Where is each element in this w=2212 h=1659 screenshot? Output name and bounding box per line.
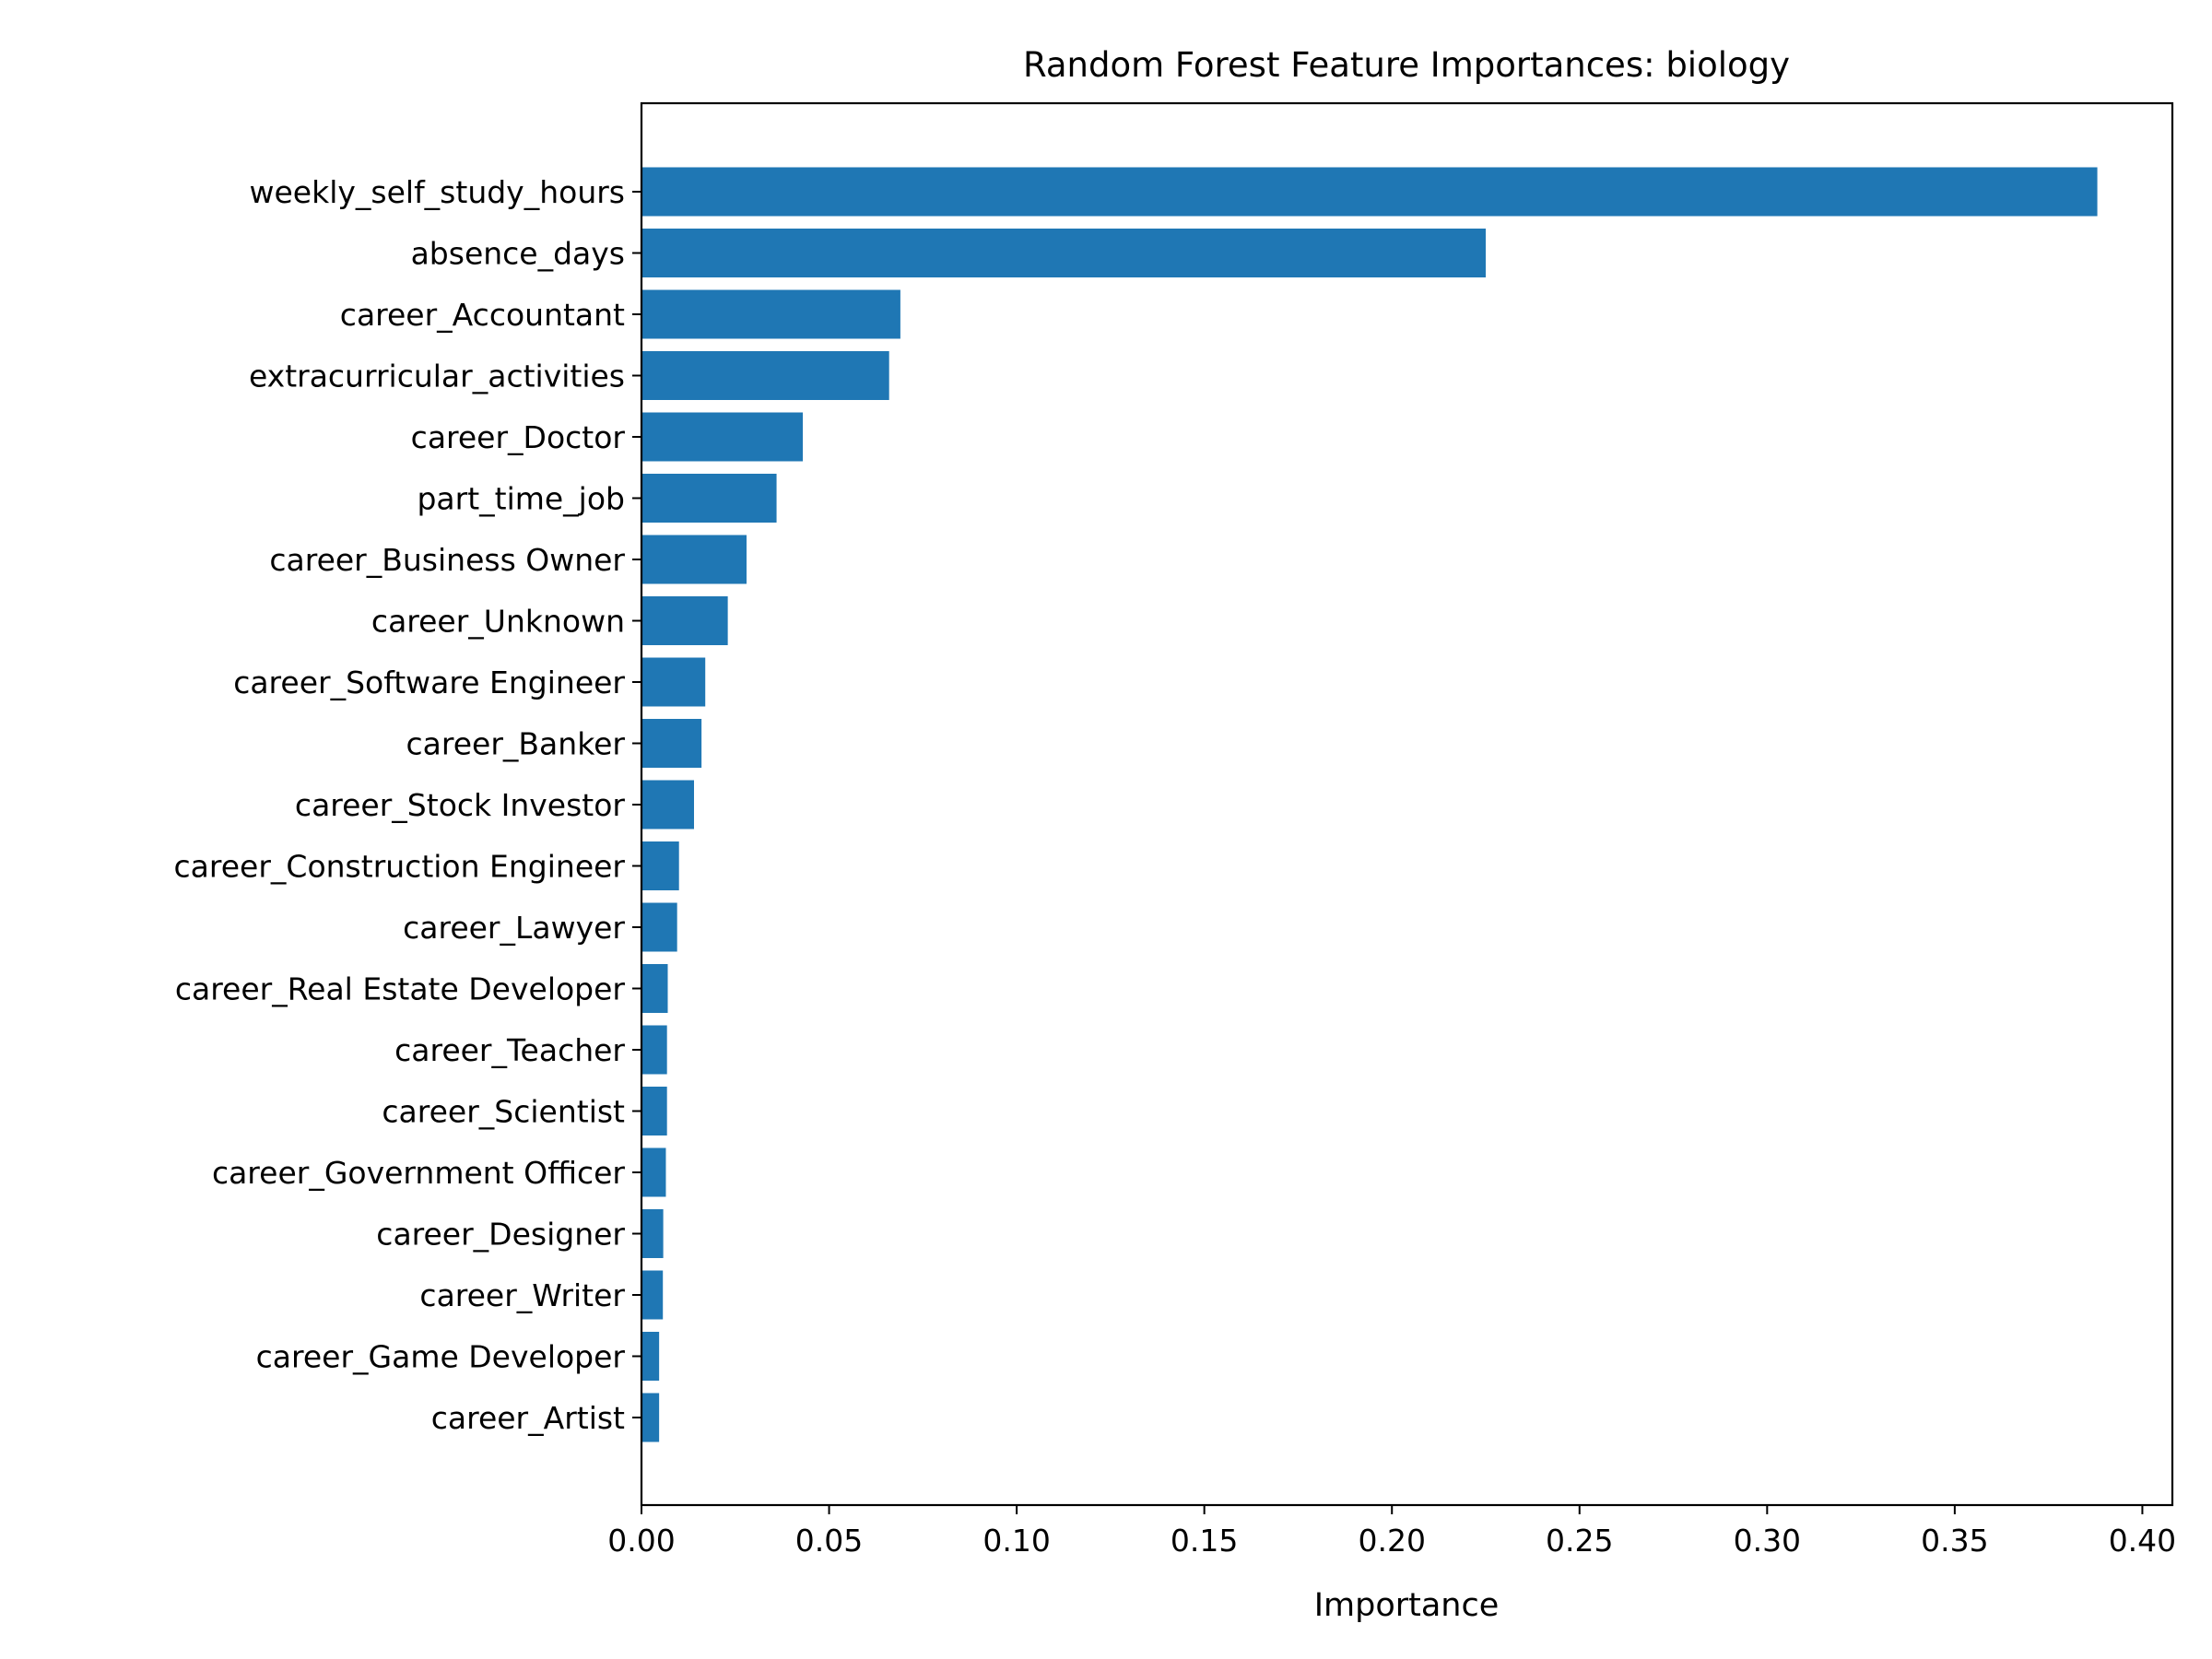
y-tick-label-1: absence_days (411, 236, 625, 272)
x-tick-label-8: 0.40 (2109, 1523, 2176, 1559)
y-tick-label-14: career_Teacher (394, 1032, 625, 1068)
y-tick-label-3: extracurricular_activities (249, 359, 625, 394)
y-tick-label-10: career_Stock Investor (295, 787, 626, 823)
y-tick-label-7: career_Unknown (371, 604, 625, 640)
bar-14 (641, 1025, 667, 1075)
y-tick-label-5: part_time_job (417, 481, 625, 517)
bar-3 (641, 351, 889, 400)
bar-20 (641, 1393, 660, 1442)
y-tick-label-8: career_Software Engineer (233, 665, 625, 700)
y-tick-labels: weekly_self_study_hours absence_dayscaree… (174, 174, 641, 1436)
x-axis-label: Importance (1314, 1587, 1500, 1624)
y-tick-label-20: career_Artist (431, 1400, 625, 1436)
x-tick-label-7: 0.35 (1921, 1523, 1988, 1559)
y-tick-label-2: career_Accountant (340, 297, 625, 333)
y-tick-label-0: weekly_self_study_hours (250, 174, 626, 210)
y-tick-label-9: career_Banker (406, 726, 626, 762)
x-tick-label-3: 0.15 (1171, 1523, 1238, 1559)
bar-16 (641, 1147, 666, 1197)
x-tick-label-4: 0.20 (1358, 1523, 1425, 1559)
x-tick-label-6: 0.30 (1734, 1523, 1801, 1559)
bar-18 (641, 1270, 664, 1320)
bar-1 (641, 229, 1486, 277)
y-tick-label-4: career_Doctor (411, 419, 626, 455)
y-tick-label-12: career_Lawyer (403, 910, 625, 946)
bar-15 (641, 1087, 667, 1135)
y-tick-label-19: career_Game Developer (256, 1339, 626, 1375)
y-tick-label-6: career_Business Owner (269, 542, 625, 578)
bars-group (641, 167, 2098, 1442)
x-tick-label-1: 0.05 (795, 1523, 863, 1559)
y-tick-label-18: career_Writer (419, 1277, 625, 1313)
bar-9 (641, 719, 702, 768)
bar-11 (641, 841, 679, 890)
bar-19 (641, 1332, 660, 1381)
bar-5 (641, 474, 777, 523)
y-tick-label-13: career_Real Estate Developer (175, 971, 626, 1007)
x-tick-label-2: 0.10 (982, 1523, 1050, 1559)
bar-12 (641, 902, 677, 952)
bar-6 (641, 535, 747, 584)
plot-frame (640, 101, 2174, 1507)
x-tick-label-0: 0.00 (607, 1523, 675, 1559)
y-tick-label-11: career_Construction Engineer (174, 849, 626, 885)
bar-2 (641, 289, 900, 339)
bar-8 (641, 657, 706, 707)
x-ticks: 0.00 0.05 0.10 0.15 0.20 0.25 0.30 0.35 0.40 (607, 1505, 2176, 1559)
bar-10 (641, 780, 694, 830)
x-tick-label-5: 0.25 (1546, 1523, 1613, 1559)
bar-4 (641, 412, 804, 462)
bar-13 (641, 964, 668, 1013)
bar-17 (641, 1209, 664, 1258)
y-tick-label-15: career_Scientist (382, 1094, 625, 1130)
y-tick-label-16: career_Government Officer (212, 1155, 625, 1191)
bar-7 (641, 596, 728, 645)
bar-0 (641, 167, 2098, 217)
chart-title: Random Forest Feature Importances: biolo… (1023, 45, 1790, 85)
y-tick-label-17: career_Designer (376, 1217, 625, 1253)
